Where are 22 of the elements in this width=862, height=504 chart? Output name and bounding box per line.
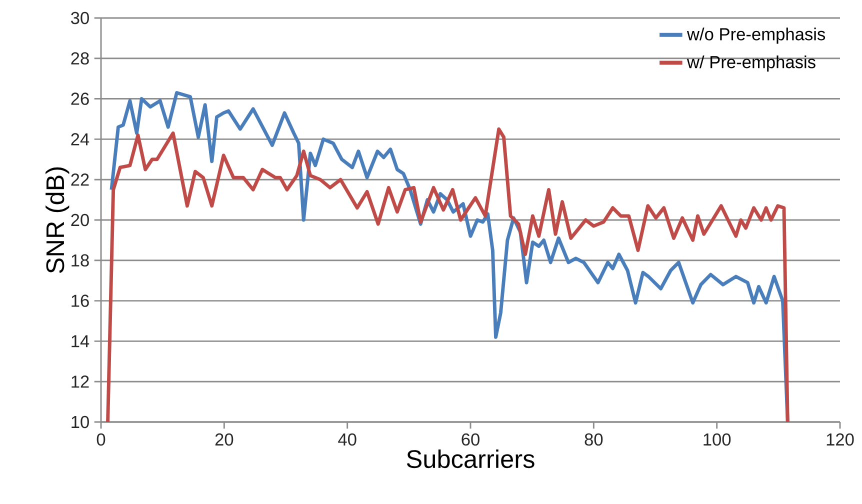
y-axis-title: SNR (dB) xyxy=(46,167,70,274)
y-tick-label: 12 xyxy=(72,376,89,388)
legend-label: w/ Pre-emphasis xyxy=(686,56,816,72)
x-tick-label: 60 xyxy=(462,433,480,446)
legend-label: w/o Pre-emphasis xyxy=(686,28,826,44)
x-tick-label: 40 xyxy=(338,433,356,446)
x-tick-label: 100 xyxy=(704,433,731,446)
y-tick-label: 28 xyxy=(71,52,89,65)
y-tick-label: 10 xyxy=(72,416,89,428)
y-tick-label: 24 xyxy=(71,133,90,146)
x-tick-label: 80 xyxy=(584,433,603,446)
x-tick-label: 0 xyxy=(96,433,106,446)
y-tick-label: 18 xyxy=(72,254,89,267)
y-tick-label: 16 xyxy=(72,294,89,307)
y-tick-label: 14 xyxy=(72,335,90,348)
x-axis-title: Subcarriers xyxy=(406,449,534,468)
y-tick-label: 30 xyxy=(71,12,89,24)
x-tick-label: 20 xyxy=(215,433,234,446)
y-tick-label: 20 xyxy=(71,214,89,226)
x-tick-label: 120 xyxy=(826,433,854,446)
y-tick-label: 26 xyxy=(71,92,89,105)
y-tick-label: 22 xyxy=(71,174,89,186)
